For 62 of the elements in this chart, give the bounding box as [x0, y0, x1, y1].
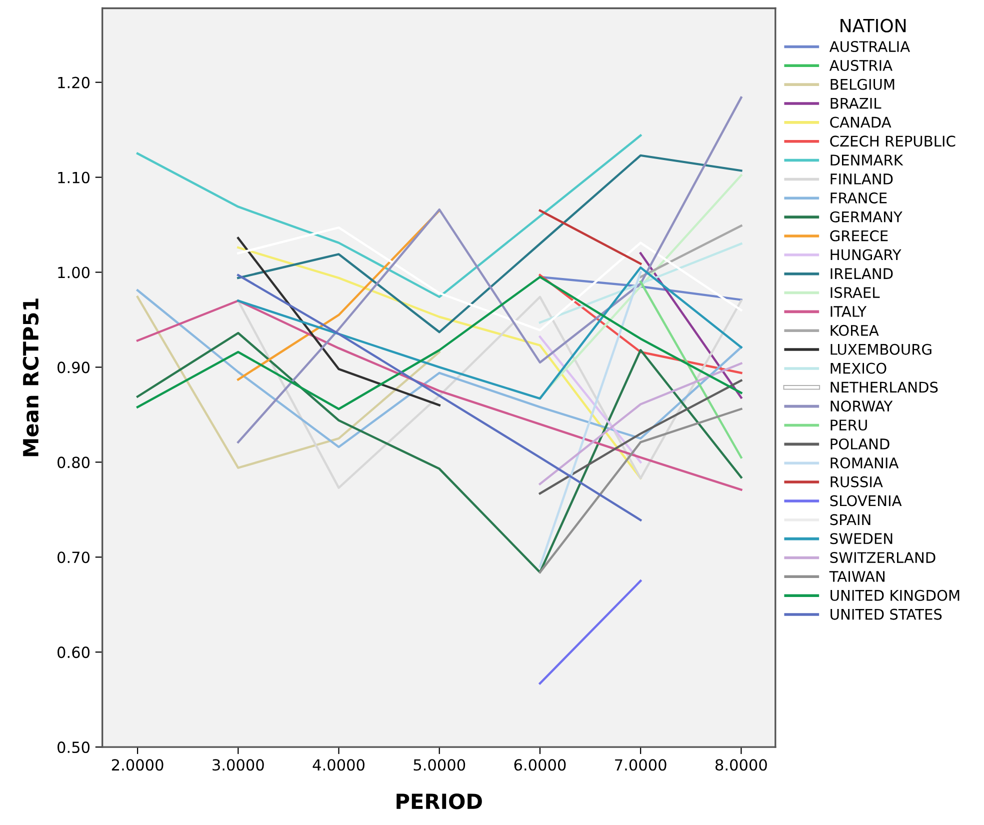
legend-label: GERMANY [830, 211, 902, 222]
y-axis-title: Mean RCTP51 [22, 298, 39, 456]
line-series [237, 274, 642, 522]
legend-label: UNITED STATES [830, 608, 942, 620]
legend-label: AUSTRIA [829, 60, 892, 71]
legend-label: HUNGARY [830, 249, 902, 260]
line-series [136, 296, 440, 469]
line-series [136, 300, 742, 491]
legend-label: UNITED KINGDOM [830, 590, 960, 601]
legend-label: CZECH REPUBLIC [830, 136, 956, 147]
legend-label: GREECE [830, 230, 888, 242]
legend-label: AUSTRALIA [829, 41, 910, 52]
legend-label: RUSSIA [830, 476, 883, 488]
legend-label: POLAND [830, 438, 890, 450]
legend-label: KOREA [830, 324, 879, 336]
legend-label: SLOVENIA [830, 495, 902, 506]
legend-label: NORWAY [830, 400, 893, 412]
x-axis-title: PERIOD [396, 793, 482, 810]
y-tick-label: 1.20 [58, 76, 90, 88]
legend-label: PERU [830, 420, 867, 431]
legend-label: SPAIN [830, 514, 870, 526]
x-tick-label: 5.0000 [414, 759, 466, 771]
x-tick-label: 2.0000 [112, 759, 164, 771]
line-series [237, 154, 742, 334]
x-tick-label: 6.0000 [514, 759, 566, 771]
line-series [136, 134, 642, 298]
line-series [136, 276, 742, 410]
line-series [136, 289, 742, 448]
x-tick-label: 8.0000 [715, 759, 767, 771]
line-series [237, 226, 742, 332]
y-tick-label: 1.10 [58, 172, 90, 184]
line-series [237, 246, 642, 480]
legend-label: DENMARK [830, 154, 904, 166]
y-tick-label: 0.70 [58, 552, 90, 564]
y-tick-label: 1.00 [58, 266, 90, 278]
line-series [136, 332, 742, 574]
y-tick-label: 0.90 [58, 362, 90, 374]
legend-label: MEXICO [830, 362, 886, 374]
legend-label: NETHERLANDS [830, 382, 938, 393]
line-series [237, 296, 742, 489]
legend-label: ISRAEL [830, 287, 880, 298]
x-tick-label: 7.0000 [615, 759, 666, 771]
legend-label: CANADA [830, 116, 892, 128]
legend-label: LUXEMBOURG [830, 344, 932, 355]
line-series [237, 266, 742, 400]
legend-label: IRELAND [830, 268, 893, 279]
legend-label: TAIWAN [829, 571, 884, 582]
y-tick-label: 0.80 [58, 456, 90, 468]
legend-title: NATION [840, 18, 906, 32]
line-series [237, 96, 742, 444]
legend-label: SWEDEN [830, 533, 892, 544]
legend-label: FRANCE [830, 192, 887, 204]
legend-label: SWITZERLAND [830, 552, 936, 564]
legend-label: BELGIUM [830, 78, 894, 90]
x-tick-label: 4.0000 [312, 759, 364, 771]
legend-label: FINLAND [830, 174, 893, 184]
legend-label: ROMANIA [830, 457, 899, 468]
y-tick-label: 0.50 [58, 742, 90, 754]
legend-label: BRAZIL [830, 98, 882, 109]
x-tick-label: 3.0000 [212, 759, 264, 771]
legend-label: ITALY [830, 306, 867, 317]
y-tick-label: 0.60 [58, 646, 90, 658]
